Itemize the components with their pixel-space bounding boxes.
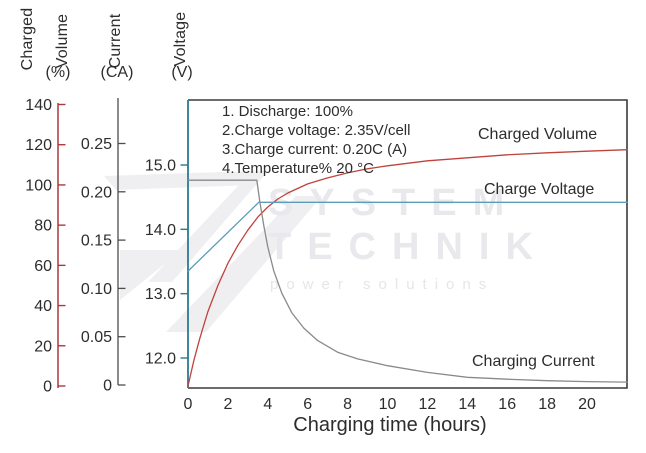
current-tick-label: 0.05 xyxy=(81,329,112,346)
x-tick-label: 0 xyxy=(184,396,193,413)
volume-tick-label: 0 xyxy=(43,379,52,396)
volume-tick-label: 80 xyxy=(34,218,52,235)
annotation-line-1: 1. Discharge: 100% xyxy=(222,103,353,120)
current-tick-label: 0.20 xyxy=(81,184,112,201)
watermark-logo-bar xyxy=(104,171,252,190)
x-tick-label: 16 xyxy=(498,396,516,413)
annotation-line-3: 3.Charge current: 0.20C (A) xyxy=(222,141,408,158)
x-tick-label: 18 xyxy=(538,396,556,413)
watermark-text-line1: SYSTEM xyxy=(268,182,521,224)
x-tick-label: 2 xyxy=(223,396,232,413)
voltage-tick-label: 15.0 xyxy=(145,158,176,175)
volume-tick-label: 140 xyxy=(25,97,52,114)
charge-voltage-curve-label: Charge Voltage xyxy=(484,181,595,198)
x-tick-label: 8 xyxy=(343,396,352,413)
plot-frame xyxy=(188,99,628,389)
x-tick-label: 12 xyxy=(419,396,437,413)
watermark-logo-diagonal-1 xyxy=(148,171,268,282)
voltage-axis-unit: (V) xyxy=(171,64,193,81)
volume-tick-label: 20 xyxy=(34,338,52,355)
charged-volume-curve-label: Charged Volume xyxy=(478,126,598,143)
volume-tick-label: 40 xyxy=(34,298,52,315)
voltage-tick-label: 13.0 xyxy=(145,286,176,303)
current-tick-label: 0.15 xyxy=(81,233,112,250)
current-axis-unit: (CA) xyxy=(100,64,134,81)
voltage-tick-label: 14.0 xyxy=(145,222,176,239)
x-tick-label: 14 xyxy=(458,396,476,413)
charge-voltage-curve xyxy=(187,201,628,272)
watermark-logo-diagonal-2 xyxy=(166,196,322,332)
charging-current-curve-label: Charging Current xyxy=(472,353,595,370)
x-tick-label: 6 xyxy=(303,396,312,413)
annotation-line-4: 4.Temperature% 20 °C xyxy=(222,160,374,177)
x-tick-label: 20 xyxy=(578,396,596,413)
volume-tick-label: 120 xyxy=(25,137,52,154)
current-tick-label: 0 xyxy=(103,378,112,395)
watermark-text-line3: power solutions xyxy=(270,276,495,293)
watermark-text-line2: TECHNIK xyxy=(268,226,549,268)
charged-volume-curve xyxy=(187,149,628,387)
x-axis-label: Charging time (hours) xyxy=(293,414,487,436)
current-tick-label: 0.25 xyxy=(81,136,112,153)
chart-annotation: 1. Discharge: 100% 2.Charge voltage: 2.3… xyxy=(222,102,410,178)
current-tick-label: 0.10 xyxy=(81,281,112,298)
volume-tick-label: 100 xyxy=(25,177,52,194)
annotation-line-2: 2.Charge voltage: 2.35V/cell xyxy=(222,122,411,139)
voltage-tick-label: 12.0 xyxy=(145,350,176,367)
x-tick-label: 4 xyxy=(263,396,272,413)
charging-current-curve xyxy=(187,179,628,383)
x-tick-label: 10 xyxy=(379,396,397,413)
watermark-logo-arrow xyxy=(120,250,182,300)
volume-tick-label: 60 xyxy=(34,258,52,275)
volume-axis-unit: (%) xyxy=(45,64,71,81)
